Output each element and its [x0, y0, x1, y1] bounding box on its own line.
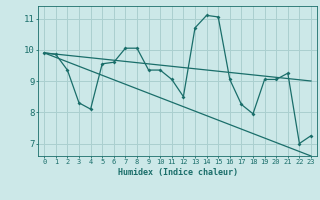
X-axis label: Humidex (Indice chaleur): Humidex (Indice chaleur) [118, 168, 238, 177]
